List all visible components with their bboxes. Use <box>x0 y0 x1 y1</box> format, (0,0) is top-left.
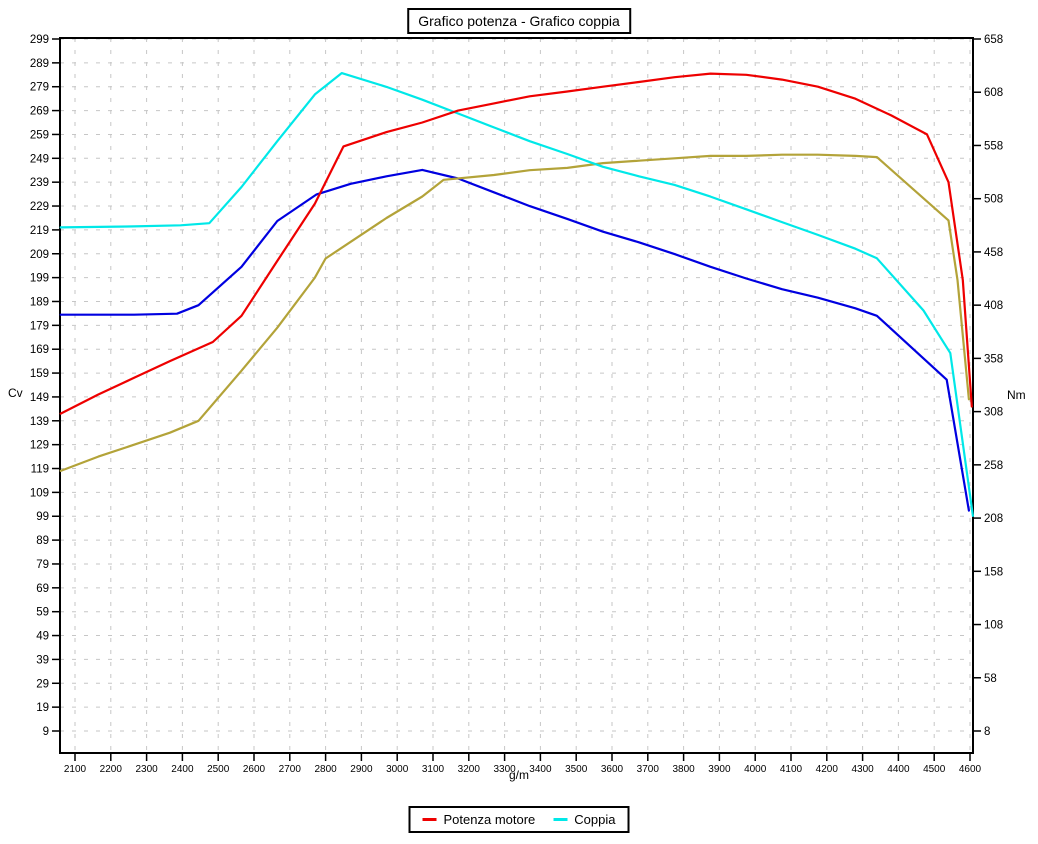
svg-text:658: 658 <box>984 34 1003 46</box>
svg-text:358: 358 <box>984 353 1003 365</box>
svg-text:508: 508 <box>984 194 1003 206</box>
legend-line-sample-red <box>422 818 437 821</box>
svg-text:29: 29 <box>36 678 49 690</box>
svg-text:159: 159 <box>30 368 49 380</box>
svg-text:4100: 4100 <box>780 764 803 775</box>
svg-text:4000: 4000 <box>744 764 767 775</box>
x-axis-unit-label: g/m <box>508 768 530 782</box>
svg-text:2300: 2300 <box>135 764 158 775</box>
svg-text:4600: 4600 <box>959 764 982 775</box>
svg-text:3900: 3900 <box>708 764 731 775</box>
svg-text:3800: 3800 <box>672 764 695 775</box>
svg-text:2600: 2600 <box>243 764 266 775</box>
svg-text:149: 149 <box>30 392 49 404</box>
x-axis-ticks: 2100 2200 2300 2400 2500 2600 2700 2800 2900 3000… <box>64 753 982 775</box>
svg-text:108: 108 <box>984 620 1003 632</box>
curve-olive <box>59 153 971 472</box>
legend-item-potenza: Potenza motore <box>422 812 536 827</box>
svg-text:3400: 3400 <box>529 764 552 775</box>
svg-text:3000: 3000 <box>386 764 409 775</box>
svg-text:2500: 2500 <box>207 764 230 775</box>
svg-text:2400: 2400 <box>171 764 194 775</box>
legend-label-potenza: Potenza motore <box>443 812 536 827</box>
svg-text:89: 89 <box>36 535 49 547</box>
svg-text:139: 139 <box>30 416 49 428</box>
svg-text:9: 9 <box>43 726 49 738</box>
svg-text:58: 58 <box>984 673 997 685</box>
svg-text:2800: 2800 <box>314 764 337 775</box>
svg-text:4500: 4500 <box>923 764 946 775</box>
svg-text:208: 208 <box>984 513 1003 525</box>
svg-text:8: 8 <box>984 726 990 738</box>
y-right-axis-unit-label: Nm <box>1007 388 1026 402</box>
plot-border <box>59 37 974 754</box>
svg-text:3500: 3500 <box>565 764 588 775</box>
svg-text:179: 179 <box>30 320 49 332</box>
svg-text:269: 269 <box>30 106 49 118</box>
svg-text:289: 289 <box>30 58 49 70</box>
svg-text:158: 158 <box>984 566 1003 578</box>
svg-text:219: 219 <box>30 225 49 237</box>
svg-text:109: 109 <box>30 487 49 499</box>
svg-text:558: 558 <box>984 140 1003 152</box>
legend-line-sample-cyan <box>553 818 568 821</box>
svg-text:2100: 2100 <box>64 764 87 775</box>
svg-text:129: 129 <box>30 440 49 452</box>
svg-text:3600: 3600 <box>601 764 624 775</box>
svg-text:169: 169 <box>30 344 49 356</box>
chart-title: Grafico potenza - Grafico coppia <box>407 8 631 34</box>
svg-text:99: 99 <box>36 511 49 523</box>
svg-text:19: 19 <box>36 702 49 714</box>
svg-text:3100: 3100 <box>422 764 445 775</box>
svg-text:4400: 4400 <box>887 764 910 775</box>
curve-blue <box>59 168 971 512</box>
svg-text:259: 259 <box>30 129 49 141</box>
legend-item-coppia: Coppia <box>553 812 615 827</box>
svg-text:4200: 4200 <box>816 764 839 775</box>
svg-text:229: 229 <box>30 201 49 213</box>
svg-text:3300: 3300 <box>493 764 516 775</box>
y-right-axis-ticks: 658 608 558 508 458 408 358 308 258 208 158 108 58 8 <box>973 34 1003 738</box>
svg-text:408: 408 <box>984 300 1003 312</box>
svg-text:458: 458 <box>984 247 1003 259</box>
svg-text:119: 119 <box>31 464 49 476</box>
y-left-axis-unit-label: Cv <box>8 386 23 400</box>
svg-text:4300: 4300 <box>851 764 874 775</box>
y-left-axis-ticks: 2992892792692592492392292192091991891791… <box>30 34 60 738</box>
svg-text:189: 189 <box>30 296 49 308</box>
curve-cyan <box>59 71 975 518</box>
svg-text:299: 299 <box>30 34 49 46</box>
svg-text:49: 49 <box>36 631 49 643</box>
svg-text:308: 308 <box>984 407 1003 419</box>
svg-text:258: 258 <box>984 460 1003 472</box>
curve-red <box>59 72 973 415</box>
legend-label-coppia: Coppia <box>574 812 616 827</box>
svg-text:199: 199 <box>30 273 49 285</box>
svg-text:2900: 2900 <box>350 764 373 775</box>
svg-text:239: 239 <box>30 177 49 189</box>
svg-text:249: 249 <box>30 153 49 165</box>
svg-text:59: 59 <box>36 607 49 619</box>
svg-text:79: 79 <box>36 559 49 571</box>
svg-text:2700: 2700 <box>279 764 302 775</box>
svg-text:209: 209 <box>30 249 49 261</box>
svg-text:608: 608 <box>984 87 1003 99</box>
svg-text:39: 39 <box>36 654 49 666</box>
svg-text:3200: 3200 <box>458 764 481 775</box>
svg-text:69: 69 <box>36 583 49 595</box>
legend: Potenza motore Coppia <box>408 806 630 833</box>
svg-text:279: 279 <box>30 82 49 94</box>
svg-text:3700: 3700 <box>637 764 660 775</box>
grid <box>60 38 973 753</box>
svg-text:2200: 2200 <box>100 764 123 775</box>
